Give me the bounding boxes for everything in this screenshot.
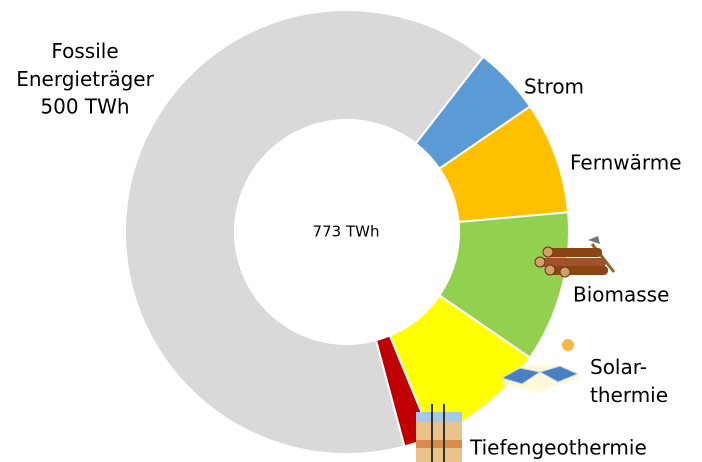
category-label: Fernwärme — [570, 151, 682, 175]
center-label: 773 TWh — [313, 223, 380, 241]
category-label: Solar-thermie — [590, 355, 668, 407]
category-label: Tiefengeothermie — [469, 436, 647, 460]
geothermal-icon — [416, 404, 462, 462]
category-label: Biomasse — [573, 283, 669, 307]
chart: 773 TWh FossileEnergieträger 500 TWh Strom… — [0, 0, 702, 462]
category-label: Strom — [524, 75, 584, 99]
value-label: 500 TWh — [40, 95, 129, 119]
